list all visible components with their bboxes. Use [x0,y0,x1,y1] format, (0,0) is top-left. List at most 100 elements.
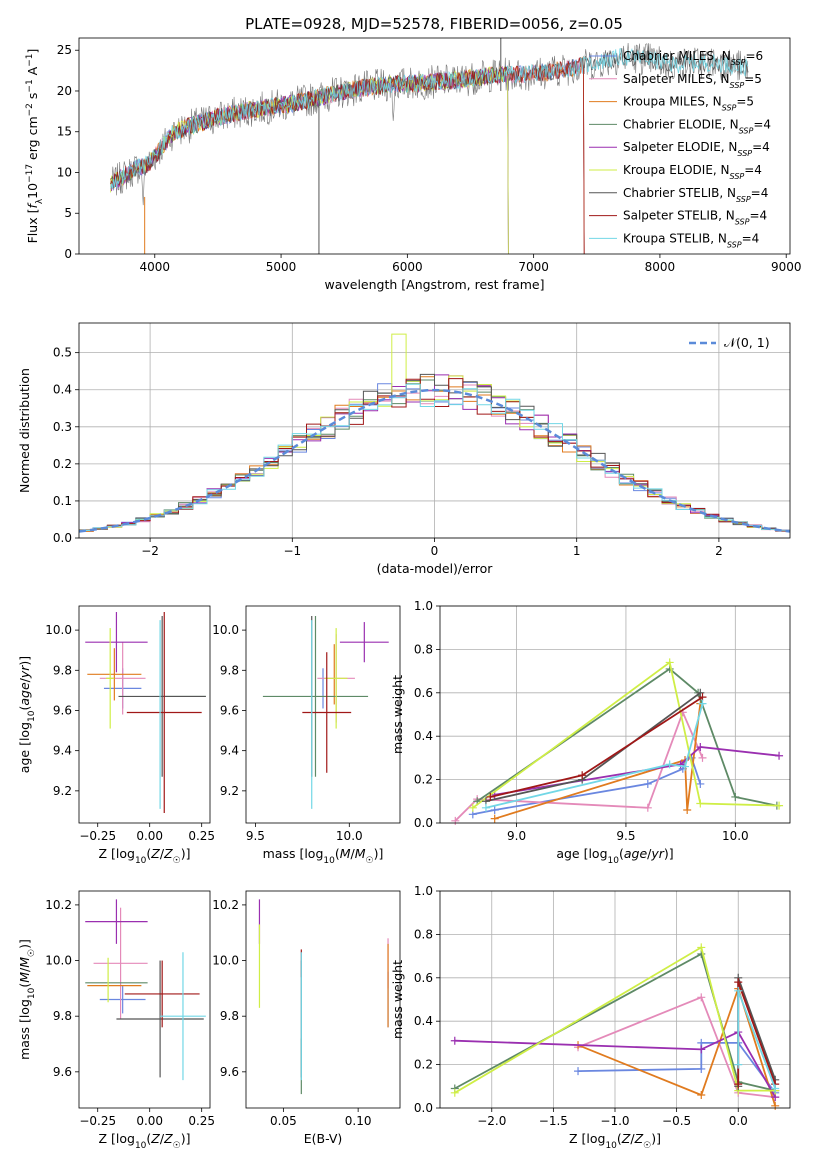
x-tick-label: 9.0 [507,829,526,843]
y-tick-label: 0.1 [53,494,72,508]
x-axis-label: Z [log10(Z/Z☉)] [569,1131,661,1151]
y-axis-label: age [log10(age/yr)] [17,656,37,773]
y-tick-label: 10.0 [212,954,239,968]
weight-line-2 [577,985,777,1107]
axes-frame [78,605,211,824]
panel-weight_vs_Z: −2.0 −1.5 −1.0 −0.5 0.0 0.0 0.2 0.4 0.6 0.8 1.0 Z [… [390,884,791,1151]
weight-line-1 [577,996,776,1099]
y-tick-label: 9.8 [53,663,72,677]
legend-entry: Kroupa STELIB, NSSP=4 [623,231,759,249]
weight-lines [451,658,784,825]
y-tick-label: 0.0 [414,816,433,830]
y-tick-label: 9.8 [53,1009,72,1023]
y-tick-label: 0.0 [53,531,72,545]
y-tick-label: 9.2 [220,784,239,798]
x-tick-label: 0.0 [729,1114,748,1128]
legend-entry: Chabrier MILES, NSSP=6 [623,49,763,67]
weight-marker [451,816,460,825]
y-tick-label: 0.2 [414,773,433,787]
x-tick-label: 0.25 [188,829,215,843]
weight-line-2 [494,703,702,820]
axes-frame [78,37,791,255]
weight-marker [481,803,490,812]
weight-line-5 [454,946,776,1094]
y-tick-label: 9.8 [220,1009,239,1023]
x-tick-label: 6000 [392,260,423,274]
x-tick-label: 0 [431,544,439,558]
y-tick-label: 10.0 [45,623,72,637]
legend: Chabrier MILES, NSSP=6 Salpeter MILES, NS… [589,49,771,249]
y-tick-label: 0.6 [414,686,433,700]
panel-spectrum: 4000 5000 6000 7000 8000 9000 0 5 10 15 20 25 wavele… [25,37,801,292]
panel-residuals: −2 −1 0 1 2 0.0 0.1 0.2 0.3 0.4 0.5 (data-model)/er… [17,322,791,576]
y-tick-label: 9.6 [53,703,72,717]
weight-marker [450,1088,459,1097]
y-tick-label: 0.8 [414,642,433,656]
weight-marker [665,658,674,667]
weight-lines [450,943,780,1110]
error-bars [85,899,206,1081]
weight-marker [696,779,705,788]
x-axis-label: (data-model)/error [377,561,494,576]
y-tick-label: 0 [64,247,72,261]
weight-marker [731,792,740,801]
weight-marker [697,943,706,952]
error-bars [258,899,389,1095]
weight-marker [468,803,477,812]
weight-line-8 [485,703,704,809]
weight-marker [734,986,743,995]
legend-entry: Salpeter STELIB, NSSP=4 [623,209,767,227]
x-axis-label: Z [log10(Z/Z☉)] [98,1131,190,1151]
weight-marker [697,1064,706,1073]
weight-marker [490,814,499,823]
weight-marker [698,753,707,762]
weight-marker [771,1101,780,1110]
x-axis-label: Z [log10(Z/Z☉)] [98,846,190,866]
y-axis-label: mass weight [390,960,405,1039]
y-axis-label: mass [log10(M/M☉)] [17,939,37,1060]
panel-age_vs_mass: 9.5 10.0 9.2 9.4 9.6 9.8 10.0 mass [log10(M/M☉)… [212,605,401,866]
y-tick-label: 1.0 [414,884,433,898]
x-axis-label: E(B-V) [304,1131,343,1146]
y-tick-label: 9.2 [53,784,72,798]
weight-line-3 [476,667,778,807]
x-tick-label: −1 [283,544,301,558]
weight-marker [775,801,784,810]
x-tick-label: −0.25 [79,1114,116,1128]
panel-weight_vs_age: 9.0 9.5 10.0 0.0 0.2 0.4 0.6 0.8 1.0 age [log10(a… [390,599,791,866]
x-tick-label: 0.25 [188,1114,215,1128]
y-tick-label: 0.4 [53,383,72,397]
y-tick-label: 10 [57,165,72,179]
weight-marker [450,1036,459,1045]
y-tick-label: 9.6 [53,1065,72,1079]
y-tick-label: 10.0 [45,954,72,968]
x-tick-label: −2 [141,544,159,558]
x-axis-label: age [log10(age/yr)] [556,846,673,866]
weight-marker [643,803,652,812]
panel-mass_vs_Z: −0.25 0.00 0.25 9.6 9.8 10.0 10.2 Z [log10(Z/Z☉… [17,890,215,1151]
weight-line-4 [454,1030,776,1098]
y-axis-label: Normed distribution [17,368,32,493]
weight-line-5 [472,660,780,809]
x-tick-label: −1.5 [539,1114,568,1128]
y-tick-label: 0.3 [53,420,72,434]
y-tick-label: 0.2 [53,457,72,471]
y-tick-label: 15 [57,125,72,139]
legend-entry: Kroupa MILES, NSSP=5 [623,95,754,113]
x-tick-label: 0.00 [136,1114,163,1128]
y-tick-label: 0.2 [414,1058,433,1072]
legend: 𝒩(0, 1) [689,335,770,350]
weight-line-6 [485,692,701,803]
y-tick-label: 5 [64,206,72,220]
panel-age_vs_Z: −0.25 0.00 0.25 9.2 9.4 9.6 9.8 10.0 Z [log10(Z/… [17,605,215,866]
y-tick-label: 20 [57,84,72,98]
y-tick-label: 0.8 [414,927,433,941]
model-spectrum-8 [110,48,749,190]
error-bars [262,616,389,809]
model-spectrum-6 [110,48,749,189]
legend-entry: Salpeter MILES, NSSP=5 [623,72,762,90]
panel-mass_vs_ebv: 0.05 0.10 9.6 9.8 10.0 10.2 E(B-V) [212,890,401,1146]
y-tick-label: 10.0 [212,623,239,637]
x-tick-label: 2 [715,544,723,558]
